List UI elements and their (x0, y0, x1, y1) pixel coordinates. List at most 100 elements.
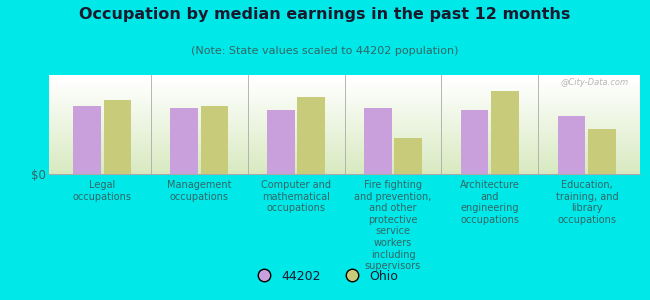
Bar (49, 145, 640, 146)
Bar (588, 129, 616, 174)
Bar (49, 163, 640, 164)
Bar (49, 111, 640, 112)
Bar (49, 149, 640, 150)
Bar (49, 102, 640, 103)
Bar (49, 94, 640, 95)
Bar (49, 117, 640, 119)
Bar (49, 108, 640, 109)
Bar (49, 115, 640, 116)
Bar (49, 100, 640, 101)
Bar (49, 168, 640, 169)
Bar (49, 96, 640, 97)
Bar (49, 173, 640, 174)
Bar (49, 109, 640, 110)
Bar (49, 119, 640, 120)
Bar (49, 95, 640, 96)
Bar (49, 123, 640, 124)
Bar (395, 138, 422, 174)
Bar (49, 103, 640, 104)
Bar (49, 154, 640, 155)
Bar (49, 118, 640, 119)
Bar (49, 106, 640, 107)
Bar (49, 129, 640, 130)
Bar (49, 87, 640, 88)
Bar (49, 121, 640, 122)
Bar (49, 170, 640, 171)
Bar (558, 116, 586, 174)
Text: Education,
training, and
library
occupations: Education, training, and library occupat… (556, 180, 618, 225)
Bar (49, 90, 640, 91)
Bar (49, 146, 640, 147)
Bar (49, 148, 640, 149)
Bar (49, 112, 640, 113)
Bar (49, 165, 640, 166)
Bar (49, 130, 640, 132)
Bar (49, 101, 640, 102)
Bar (49, 127, 640, 128)
Bar (49, 164, 640, 165)
Text: Architecture
and
engineering
occupations: Architecture and engineering occupations (460, 180, 520, 225)
Bar (49, 169, 640, 170)
Bar (49, 125, 640, 126)
Bar (49, 142, 640, 143)
Bar (49, 155, 640, 156)
Bar (49, 141, 640, 142)
Bar (49, 161, 640, 162)
Bar (49, 128, 640, 129)
Bar (49, 83, 640, 84)
Bar (49, 116, 640, 117)
Bar (49, 162, 640, 163)
Bar (49, 114, 640, 115)
Bar (49, 80, 640, 81)
Bar (49, 86, 640, 87)
Bar (49, 171, 640, 172)
Bar (49, 147, 640, 148)
Bar (267, 110, 294, 174)
Bar (49, 91, 640, 92)
Bar (49, 156, 640, 157)
Bar (49, 137, 640, 138)
Text: Legal
occupations: Legal occupations (73, 180, 131, 202)
Bar (49, 82, 640, 83)
Bar (49, 150, 640, 152)
Bar (49, 159, 640, 160)
Bar (49, 113, 640, 114)
Bar (298, 97, 324, 174)
Bar (49, 160, 640, 161)
Bar (49, 143, 640, 144)
Bar (49, 132, 640, 133)
Bar (49, 107, 640, 108)
Text: (Note: State values scaled to 44202 population): (Note: State values scaled to 44202 popu… (191, 46, 459, 56)
Bar (49, 136, 640, 137)
Text: Fire fighting
and prevention,
and other
protective
service
workers
including
sup: Fire fighting and prevention, and other … (354, 180, 432, 271)
Bar (49, 105, 640, 106)
Bar (49, 139, 640, 140)
Bar (49, 120, 640, 121)
Bar (49, 172, 640, 173)
Bar (170, 108, 198, 174)
Text: Computer and
mathematical
occupations: Computer and mathematical occupations (261, 180, 331, 213)
Bar (49, 98, 640, 99)
Bar (49, 122, 640, 123)
Bar (49, 92, 640, 93)
Bar (49, 84, 640, 86)
Bar (49, 152, 640, 153)
Text: Occupation by median earnings in the past 12 months: Occupation by median earnings in the pas… (79, 8, 571, 22)
Bar (49, 99, 640, 100)
Bar (49, 153, 640, 154)
Bar (49, 133, 640, 134)
Bar (365, 108, 391, 174)
Bar (49, 124, 640, 125)
Bar (49, 166, 640, 167)
Bar (49, 88, 640, 89)
Bar (49, 126, 640, 127)
Bar (49, 93, 640, 94)
Bar (49, 138, 640, 139)
Bar (49, 167, 640, 168)
Bar (491, 91, 519, 174)
Bar (103, 100, 131, 174)
Bar (49, 82, 640, 83)
Bar (49, 157, 640, 158)
Bar (49, 104, 640, 105)
Bar (49, 110, 640, 111)
